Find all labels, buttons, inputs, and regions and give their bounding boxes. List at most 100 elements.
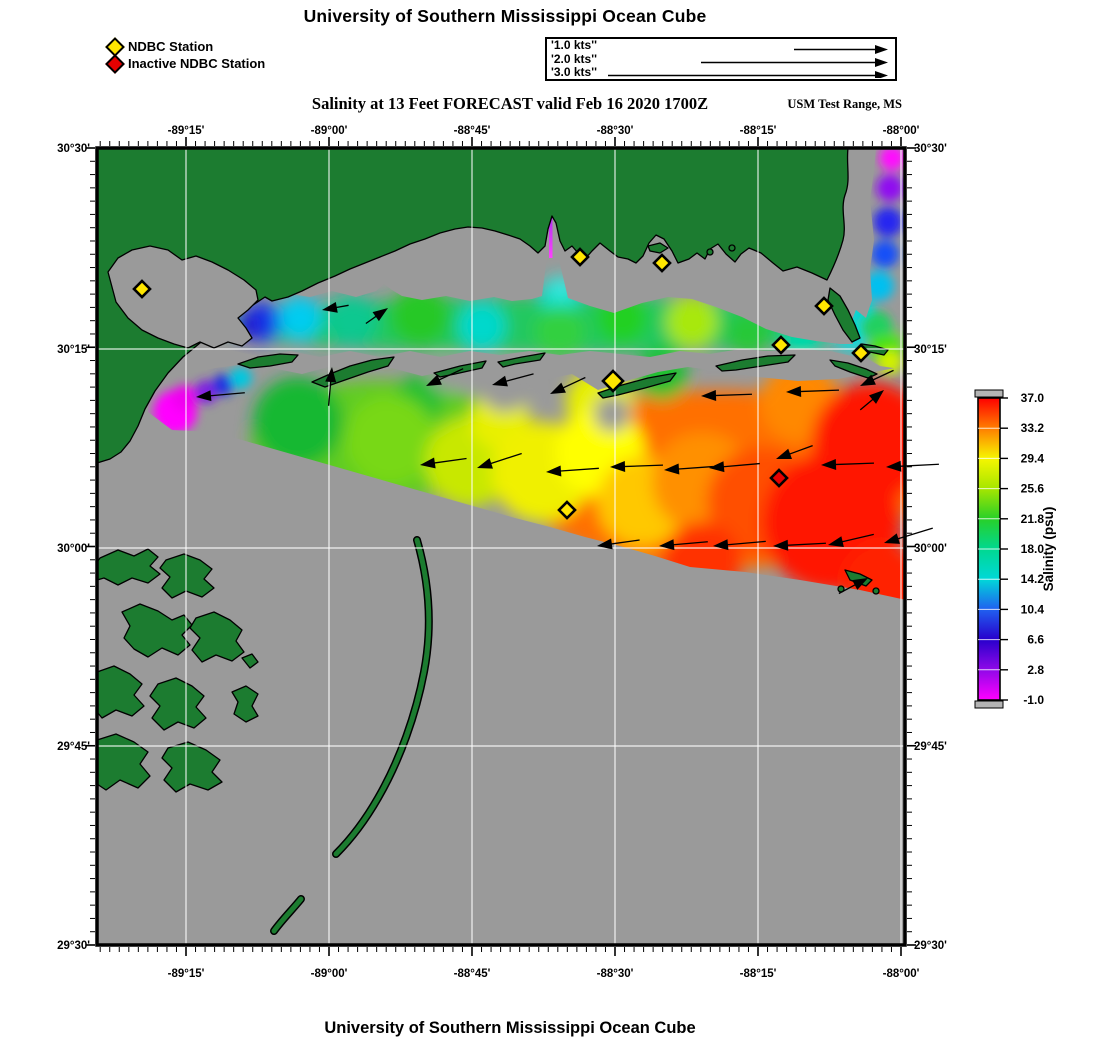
ndbc-station-marker [601, 369, 625, 393]
current-arrow [659, 539, 708, 551]
current-arrow [776, 445, 813, 460]
island [844, 569, 873, 587]
x-axis-label-top: -88°30' [597, 125, 634, 137]
current-arrow-tail [896, 527, 933, 540]
y-axis-label-left: 29°30' [57, 940, 90, 952]
current-arrow-tail [785, 542, 826, 546]
colorbar-tick-label: 29.4 [1021, 451, 1045, 465]
ndbc-station-marker [771, 335, 791, 355]
current-arrow [420, 457, 467, 469]
grid-lines [97, 148, 905, 945]
current-arrow [828, 533, 874, 547]
island [647, 242, 669, 254]
current-arrow-head [828, 536, 844, 547]
y-axis-label-right: 30°15' [914, 344, 947, 356]
current-arrow [322, 301, 349, 313]
current-arrow [196, 390, 245, 402]
footer-title: University of Southern Mississippi Ocean… [324, 1019, 696, 1037]
current-arrow-head [550, 382, 566, 394]
colorbar-tick-label: 10.4 [1021, 602, 1045, 616]
legend-row-inactive: Inactive NDBC Station [105, 53, 265, 74]
current-arrow-tail [609, 539, 640, 545]
chandeleur-islands [270, 536, 433, 935]
x-axis-label-top: -88°00' [883, 125, 920, 137]
current-arrow [773, 539, 826, 551]
current-arrow-head [709, 461, 725, 473]
y-axis-label-left: 30°30' [57, 143, 90, 155]
current-arrow-tail [671, 541, 708, 546]
current-arrow-head [610, 460, 626, 472]
current-arrow-tail [365, 314, 378, 325]
ndbc-station-marker [570, 247, 590, 267]
station-markers [132, 247, 871, 520]
current-arrow-head [852, 578, 868, 590]
current-arrow [664, 463, 713, 475]
x-axis-label-bottom: -88°45' [454, 968, 491, 980]
current-arrow [713, 539, 766, 551]
current-arrow-head [773, 539, 789, 551]
current-arrow-head [420, 457, 436, 469]
current-arrow [610, 460, 663, 472]
current-arrow-tail [859, 397, 875, 411]
colorbar-tick-label: -1.0 [1023, 693, 1044, 707]
current-arrow [884, 527, 933, 544]
current-arrow-head [322, 301, 338, 313]
colorbar-tick-label: 37.0 [1021, 391, 1045, 405]
velocity-arrow-head [875, 58, 888, 67]
current-arrow-tail [561, 376, 586, 390]
y-axis-label-right: 29°30' [914, 940, 947, 952]
current-arrow-tail [327, 379, 332, 406]
current-arrow-head [325, 367, 337, 383]
ndbc-station-marker [652, 253, 672, 273]
current-arrow-tail [787, 445, 813, 456]
velocity-label-1: '1.0 kts'' [551, 38, 597, 52]
island [715, 354, 796, 372]
current-arrow [860, 369, 894, 386]
map-frame [95, 146, 907, 947]
island [497, 352, 546, 368]
y-axis-label-right: 30°00' [914, 543, 947, 555]
axis-ticks [86, 137, 916, 956]
current-arrow-tail [558, 467, 599, 472]
current-arrow-tail [713, 393, 752, 397]
current-arrow [786, 385, 839, 397]
current-arrow-head [659, 539, 675, 551]
current-arrow-head [477, 458, 493, 469]
island [237, 353, 299, 369]
marsh [189, 611, 245, 663]
colorbar-tick-label: 18.0 [1021, 542, 1045, 556]
marsh [161, 741, 223, 793]
x-axis-label-top: -88°15' [740, 125, 777, 137]
colorbar-bottom-cap [974, 700, 1004, 709]
islet [728, 244, 736, 252]
y-axis-label-left: 30°00' [57, 543, 90, 555]
current-arrow-head [776, 448, 792, 460]
current-arrow-tail [838, 583, 857, 595]
islet [706, 248, 714, 256]
colorbar-tick-label: 21.8 [1021, 512, 1045, 526]
velocity-label-2: '2.0 kts'' [551, 51, 597, 66]
x-axis-label-top: -89°15' [168, 125, 205, 137]
colorbar-tick-label: 2.8 [1027, 663, 1044, 677]
axis-labels: -89°15' -89°15' -89°00' -89°00' -88°45' -88°4… [57, 125, 947, 980]
y-axis-label-right: 29°45' [914, 741, 947, 753]
current-arrow [859, 390, 884, 411]
current-arrow-tail [504, 373, 534, 383]
current-arrow [546, 465, 599, 477]
current-arrow-head [372, 308, 388, 322]
page-title: University of Southern Mississippi Ocean… [303, 6, 707, 26]
marsh [159, 553, 215, 599]
current-arrow-head [664, 463, 680, 475]
current-arrow-head [196, 390, 212, 402]
current-arrows [196, 301, 939, 595]
velocity-label-3: '3.0 kts'' [551, 65, 597, 79]
y-axis-label-left: 29°45' [57, 741, 90, 753]
marsh [121, 603, 193, 658]
ndbc-station-marker [851, 343, 871, 363]
current-arrow-head [860, 374, 876, 386]
island [597, 372, 677, 399]
current-arrow-head [546, 465, 562, 477]
velocity-scale-box: '1.0 kts'' '2.0 kts'' '3.0 kts'' [545, 37, 897, 81]
current-arrow-tail [721, 462, 760, 468]
